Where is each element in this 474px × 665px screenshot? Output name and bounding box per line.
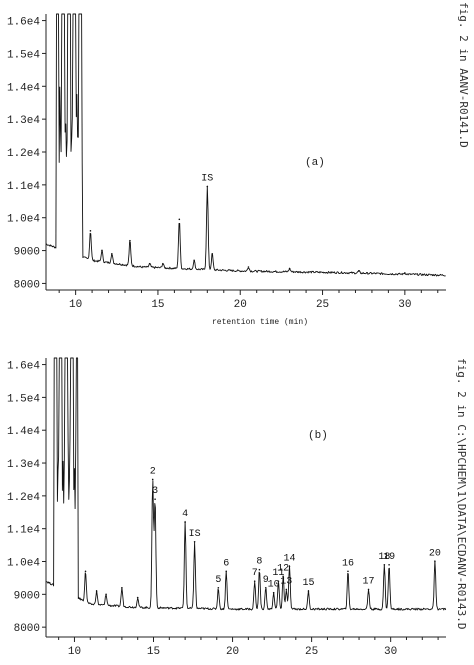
peak-label: 18 [378,552,390,563]
peak-label: IS [189,529,201,540]
x-tick-label: 30 [384,646,397,658]
peak-point [193,541,196,543]
peak-point [162,262,164,265]
y-tick-label: 9000 [14,247,40,259]
peak-point [193,259,195,262]
peak-point [178,218,181,221]
peak-point [388,563,390,566]
y-tick-label: 8000 [14,623,40,635]
series-trace [45,13,446,277]
peak-point [95,590,98,592]
y-tick-label: 1.2e4 [7,492,40,504]
peak-label: 6 [223,558,229,569]
peak-label: IS [201,174,213,185]
peak-point [347,570,349,573]
peak-label: 8 [256,557,262,568]
peak-point [264,586,267,589]
peak-label: 20 [429,549,441,560]
peak-point [277,580,280,582]
y-tick-label: 1.6e4 [7,17,40,29]
peak-point [225,570,228,573]
y-tick-label: 1.1e4 [7,181,40,193]
peak-point [151,478,154,481]
peak-label: 16 [342,558,354,569]
peak-point [282,575,284,578]
peak-label: 14 [283,553,295,564]
peak-point [121,586,123,589]
side-label-a: fig. 2 in AANV-R0141.D [457,2,470,148]
y-tick-label: 1.0e4 [7,214,40,226]
peak-point [101,249,103,252]
peak-point [89,230,92,232]
peak-label: 15 [302,578,314,589]
peak-label: 5 [215,575,221,586]
y-tick-label: 8000 [14,279,40,291]
x-tick-label: 20 [226,646,239,658]
peak-point [357,270,360,272]
panel-b: 8000 9000 1.0e4 1.1e4 1.2e4 1.3e4 1.4e4 1.5e4 1.… [7,357,447,658]
x-tick-label: 25 [316,299,329,311]
x-tick-label: 10 [68,646,81,658]
peak-point [383,563,386,566]
y-tick-label: 1.6e4 [7,361,40,373]
peak-point [184,521,186,523]
peak-point [434,560,436,563]
peak-label: 12 [277,563,289,574]
peak-label: 10 [268,580,280,591]
peak-point [111,253,113,255]
peak-point [253,580,256,582]
y-tick-label: 1.5e4 [7,49,40,61]
peak-label: 9 [263,575,269,586]
peak-point [217,586,220,589]
peak-point [307,590,310,592]
peak-point [404,272,406,274]
peak-point [288,267,291,270]
x-axis-label: retention time (min) [212,318,308,327]
y-tick-label: 1.4e4 [7,426,40,438]
peak-label: 3 [152,486,158,497]
y-tick-label: 1.2e4 [7,148,40,160]
y-tick-label: 1.5e4 [7,393,40,405]
peak-label: 17 [363,576,375,587]
peak-label: 7 [252,568,258,579]
x-tick-label: 15 [151,299,164,311]
peak-point [247,266,250,268]
peak-label: 11 [272,568,284,579]
y-tick-label: 1.3e4 [7,459,40,471]
x-tick-label: 30 [398,299,411,311]
peak-label: 19 [383,552,395,563]
peak-point [136,596,139,599]
panel-a: 8000 9000 1.0e4 1.1e4 1.2e4 1.3e4 1.4e4 1.5e4 1.… [7,13,446,327]
peak-label: 2 [150,466,156,477]
peak-label: 4 [182,509,188,520]
y-tick-label: 1.1e4 [7,525,40,537]
peak-label: 13 [280,576,292,587]
peak-point [105,593,107,596]
panel-label: (a) [305,157,325,169]
peak-point [367,588,370,591]
y-tick-label: 1.3e4 [7,115,40,127]
side-label-b: fig. 2 in C:\HPCHEM\1\DATA\ECDANV-R0143.… [455,358,468,630]
x-tick-label: 20 [234,299,247,311]
peak-point [272,591,275,594]
peak-point [211,253,214,255]
peak-point [129,239,131,242]
series-trace [45,357,447,611]
panel-label: (b) [308,430,328,442]
x-tick-label: 10 [69,299,82,311]
y-tick-label: 9000 [14,590,40,602]
peak-point [84,570,87,573]
peak-point [288,565,291,568]
y-tick-label: 1.0e4 [7,558,40,570]
peak-point [285,588,288,591]
peak-point [154,498,156,500]
x-tick-label: 15 [147,646,160,658]
x-tick-label: 25 [305,646,318,658]
peak-point [206,185,209,188]
peak-point [258,568,261,571]
y-tick-label: 1.4e4 [7,82,40,94]
peak-point [148,262,151,265]
